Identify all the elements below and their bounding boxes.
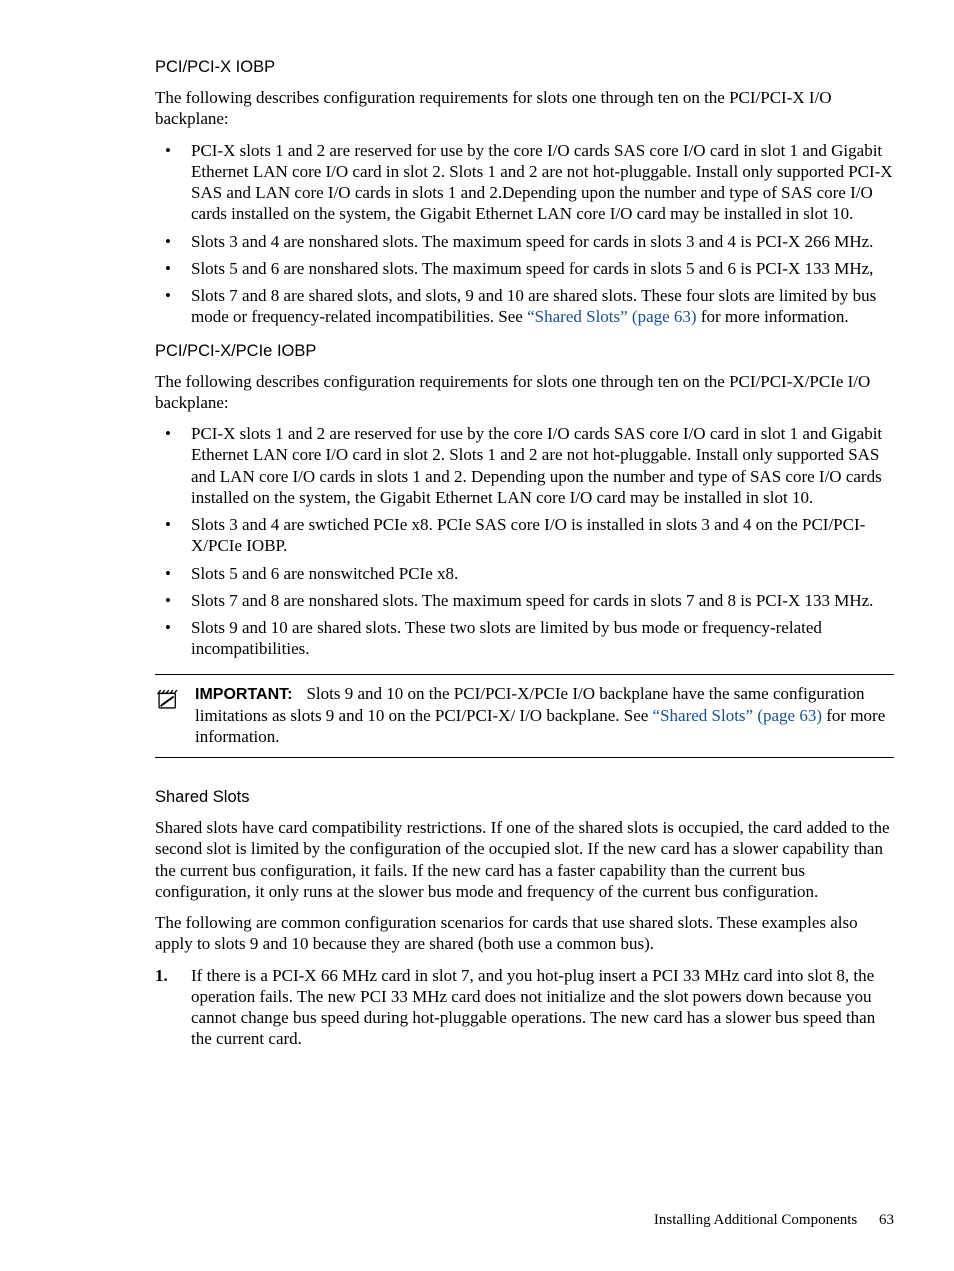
important-icon [155, 683, 195, 748]
important-text: IMPORTANT:Slots 9 and 10 on the PCI/PCI-… [195, 683, 894, 748]
list-item: Slots 3 and 4 are swtiched PCIe x8. PCIe… [155, 514, 894, 557]
text: for more information. [697, 307, 849, 326]
shared-steps: 1. If there is a PCI-X 66 MHz card in sl… [155, 965, 894, 1050]
list-item: Slots 5 and 6 are nonswitched PCIe x8. [155, 563, 894, 584]
list-item: Slots 9 and 10 are shared slots. These t… [155, 617, 894, 660]
list-item: Slots 5 and 6 are nonshared slots. The m… [155, 258, 894, 279]
section-shared-slots: Shared Slots Shared slots have card comp… [155, 788, 894, 1050]
footer-text: Installing Additional Components [654, 1212, 857, 1228]
list-item: PCI-X slots 1 and 2 are reserved for use… [155, 423, 894, 508]
shared-p2: The following are common configuration s… [155, 912, 894, 955]
heading-shared: Shared Slots [155, 788, 894, 807]
list-item: PCI-X slots 1 and 2 are reserved for use… [155, 140, 894, 225]
page-footer: Installing Additional Components 63 [654, 1212, 894, 1229]
step-text: If there is a PCI-X 66 MHz card in slot … [191, 966, 875, 1049]
step-number: 1. [155, 965, 179, 986]
page-number: 63 [879, 1212, 894, 1228]
list-item: Slots 3 and 4 are nonshared slots. The m… [155, 231, 894, 252]
list-item: 1. If there is a PCI-X 66 MHz card in sl… [155, 965, 894, 1050]
list-item: Slots 7 and 8 are shared slots, and slot… [155, 285, 894, 328]
list-item: Slots 7 and 8 are nonshared slots. The m… [155, 590, 894, 611]
intro-pcix: The following describes configuration re… [155, 87, 894, 130]
section-pci-pcix: PCI/PCI-X IOBP The following describes c… [155, 58, 894, 328]
bullets-pcie: PCI-X slots 1 and 2 are reserved for use… [155, 423, 894, 660]
intro-pcie: The following describes configuration re… [155, 371, 894, 414]
heading-pcie: PCI/PCI-X/PCIe IOBP [155, 342, 894, 361]
bullets-pcix: PCI-X slots 1 and 2 are reserved for use… [155, 140, 894, 328]
important-label: IMPORTANT: [195, 686, 292, 703]
link-shared-slots[interactable]: “Shared Slots” (page 63) [527, 307, 696, 326]
heading-pcix: PCI/PCI-X IOBP [155, 58, 894, 77]
shared-p1: Shared slots have card compatibility res… [155, 817, 894, 902]
section-pci-pcie: PCI/PCI-X/PCIe IOBP The following descri… [155, 342, 894, 660]
page: PCI/PCI-X IOBP The following describes c… [0, 0, 954, 1271]
important-callout: IMPORTANT:Slots 9 and 10 on the PCI/PCI-… [155, 674, 894, 759]
link-shared-slots[interactable]: “Shared Slots” (page 63) [653, 706, 822, 725]
